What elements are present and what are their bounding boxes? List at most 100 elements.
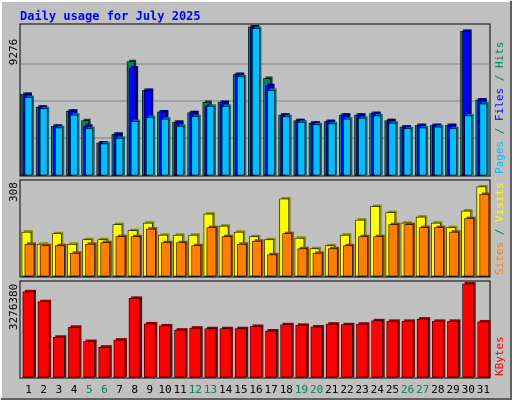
bar-pages-day-27 [418,125,429,176]
bar-sites-day-6 [100,240,112,277]
bar-face [70,253,80,277]
legend-files: Files [493,88,506,121]
bar-face [371,320,384,378]
bar-pages-day-9 [145,115,156,176]
bar-pages-day-10 [161,117,171,176]
panel-kbytes-bars [22,282,491,378]
x-tick-label-day-15: 15 [234,383,247,396]
bar-pages-day-15 [236,74,247,176]
bar-face [55,127,63,176]
bar-face [143,323,156,378]
x-tick-label-day-19: 19 [295,383,308,396]
bar-face [37,301,50,378]
bar-face [416,318,429,378]
panel-legend-text: Sites / Visits [493,182,506,275]
x-tick-label-day-5: 5 [86,383,93,396]
bar-face [388,122,397,176]
bar-face [219,328,232,378]
bar-face [250,326,262,378]
bar-face [280,324,293,378]
bar-kbytes-day-18 [280,322,294,378]
bar-face [174,329,186,378]
x-tick-label-day-12: 12 [189,383,202,396]
bar-kbytes-day-10 [159,323,173,378]
bar-kbytes-day-29 [447,319,461,378]
bar-kbytes-day-12 [189,326,203,378]
bar-pages-day-18 [282,114,292,176]
panel-hits: 9276 Pages / Files / Hits [7,23,506,177]
bar-face [145,228,156,277]
bar-face [327,123,336,176]
bar-kbytes-day-25 [386,319,400,378]
bar-face [236,76,245,176]
x-tick-label-day-17: 17 [265,383,278,396]
panel-legend-text: Pages / Files / Hits [493,42,506,175]
chart-title: Daily usage for July 2025 [20,9,201,23]
x-tick-label-day-29: 29 [446,383,459,396]
bar-face [418,127,427,176]
x-tick-label-day-31: 31 [477,383,490,396]
bar-face [252,28,260,176]
panel-visits: 308 Sites / Visits [7,179,506,278]
bar-face [53,336,65,378]
bar-face [297,122,306,176]
panel-legend-text: KBytes [493,336,506,376]
bar-pages-day-24 [373,113,383,176]
bar-face [325,323,338,378]
bar-kbytes-day-11 [174,328,188,378]
bar-face [464,115,472,176]
legend-kbytes: KBytes [493,336,506,376]
bar-pages-day-17 [267,88,277,176]
bar-kbytes-day-24 [371,318,385,378]
bar-sites-day-2 [39,243,52,277]
bar-face [22,291,35,378]
x-tick-label-day-27: 27 [416,383,429,396]
bar-sites-day-18 [282,231,294,277]
bar-pages-day-16 [252,26,262,176]
panel-hits-ymax-label: 9276 [7,39,20,66]
bar-pages-day-21 [327,121,338,176]
bar-pages-day-29 [449,126,459,176]
bar-face [282,233,293,277]
bar-sites-day-7 [115,234,127,277]
bar-face [295,325,308,378]
bar-sites-day-27 [418,225,431,277]
bar-kbytes-day-16 [250,324,264,378]
panel-visits-legend: Sites / Visits [493,182,506,275]
bar-face [479,194,490,277]
bar-pages-day-6 [100,141,110,176]
bar-sites-day-10 [161,240,173,277]
bar-kbytes-day-3 [53,335,67,378]
bar-face [297,248,308,277]
x-tick-label-day-28: 28 [431,383,444,396]
bar-pages-day-1 [24,95,34,176]
bar-face [327,248,338,277]
x-tick-label-day-24: 24 [371,383,385,396]
x-tick-label-day-30: 30 [462,383,475,396]
bar-face [145,117,154,176]
bar-face [341,324,353,378]
x-tick-label-day-8: 8 [131,383,138,396]
bar-face [434,227,444,277]
bar-kbytes-day-9 [143,321,158,378]
bar-kbytes-day-14 [219,326,234,378]
bar-pages-day-23 [358,116,368,176]
bar-sites-day-15 [236,242,249,277]
bar-face [85,243,95,277]
bar-face [130,236,141,277]
bar-sites-day-16 [252,239,264,277]
bar-pages-day-4 [70,113,80,176]
bar-sites-day-28 [434,225,446,277]
bar-face [403,224,414,277]
bar-face [265,330,277,378]
bar-face [130,121,139,176]
x-tick-label-day-3: 3 [56,383,63,396]
x-tick-label-day-13: 13 [204,383,217,396]
bar-face [386,321,399,378]
bar-sites-day-29 [449,230,461,277]
x-tick-label-day-11: 11 [174,383,187,396]
bar-face [343,118,351,176]
bar-face [191,116,200,176]
x-axis-day-labels: 1 2 3 4 5 6 7 8 9 10 11 12 13 14 15 16 17 18 19 20 21 22 23 24 2… [25,383,490,396]
